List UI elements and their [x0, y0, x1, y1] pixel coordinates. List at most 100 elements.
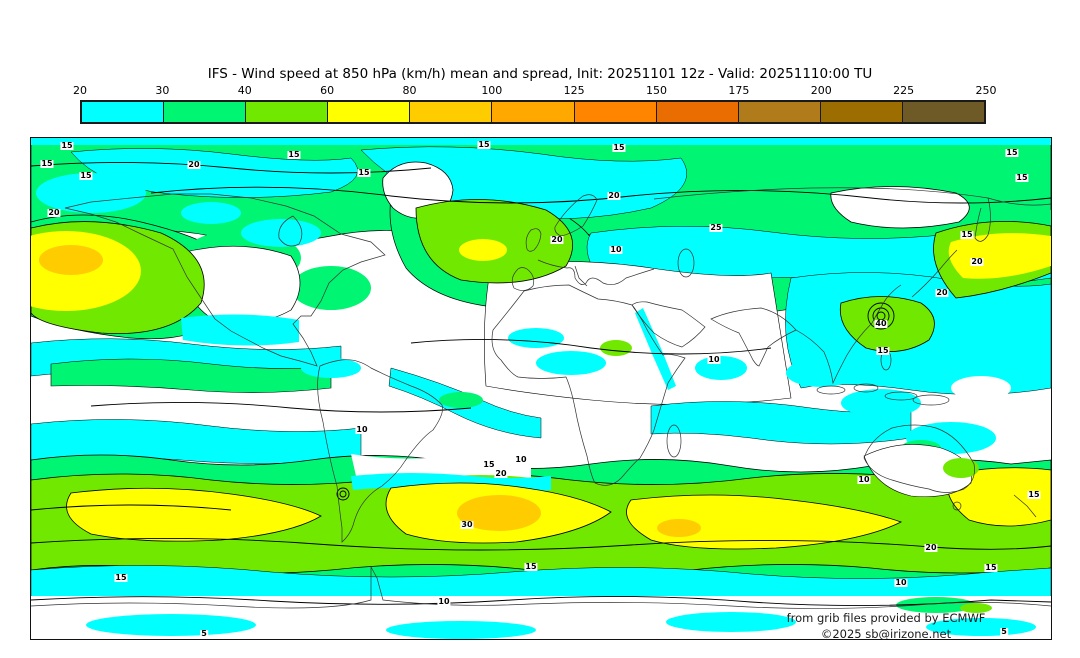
npacific-cyan [70, 148, 358, 198]
colorbar-tick-150: 150 [646, 84, 668, 97]
colorbar-segment-8 [737, 102, 820, 122]
colorbar-tick-250: 250 [975, 84, 997, 97]
colorbar-tick-125: 125 [563, 84, 585, 97]
world-wind-map: 15 15 15 20 15 15 20 15 15 20 20 25 10 10 15 15 15 20 20 15… [30, 137, 1052, 641]
contour-label-20: 20 [494, 469, 508, 478]
contour-label-20: 20 [550, 235, 564, 244]
bengal-cyan [786, 359, 856, 387]
easia-jet-yellow [948, 233, 1051, 279]
colorbar-tick-labels: 20 30 40 60 80 100 125 150 175 200 225 250 [73, 84, 997, 98]
contour-label-10: 10 [707, 355, 721, 364]
spacific-yellow [947, 467, 1051, 527]
contour-label-30: 30 [460, 520, 474, 529]
contour-label-10: 10 [437, 597, 451, 606]
pacific-trades-green [50, 358, 332, 393]
seasia-cyan [841, 389, 921, 417]
attribution-copyright: ©2025 sb@irizone.net [820, 627, 952, 641]
contour-label-5: 5 [200, 629, 208, 638]
contour-lines [31, 162, 1051, 607]
colorbar-tick-30: 30 [155, 84, 170, 97]
colorbar-segment-5 [491, 102, 574, 122]
epacific-cyan [181, 314, 299, 346]
colorbar-tick-200: 200 [810, 84, 832, 97]
atlantic-green-spot [439, 392, 483, 408]
antarctic-cyan-1 [86, 614, 256, 636]
contour-label-20: 20 [607, 191, 621, 200]
contour-label-40: 40 [874, 319, 888, 328]
antarctic-green [896, 597, 976, 613]
contour-label-15: 15 [524, 562, 538, 571]
colorbar-tick-20: 20 [73, 84, 87, 97]
contour-label-15: 15 [1027, 490, 1041, 499]
colorbar-segment-0 [82, 102, 164, 122]
sahara-green-spot [600, 340, 632, 356]
colorbar-tick-225: 225 [893, 84, 915, 97]
world-map-svg [31, 138, 1051, 639]
colorbar-segment-9 [819, 102, 902, 122]
sahara-cyan-2 [536, 351, 606, 375]
sepacific-yellow [66, 487, 322, 542]
contour-label-15: 15 [1015, 173, 1029, 182]
sindian-gold [657, 519, 701, 537]
antarctic-cyan-4 [926, 618, 1036, 636]
antarctic-cyan-3 [666, 612, 796, 632]
contour-label-15: 15 [984, 563, 998, 572]
natlantic-jet-yellow [459, 239, 507, 261]
contour-label-15: 15 [357, 168, 371, 177]
contour-label-15: 15 [876, 346, 890, 355]
attribution-ecmwf: from grib files provided by ECMWF [786, 611, 986, 625]
contour-label-20: 20 [935, 288, 949, 297]
namerica-green-2 [291, 266, 371, 310]
contour-label-5: 5 [1000, 627, 1008, 636]
contour-label-25: 25 [709, 223, 723, 232]
colorbar-tick-100: 100 [481, 84, 503, 97]
colorbar-tick-40: 40 [237, 84, 252, 97]
colorbar: 20 30 40 60 80 100 125 150 175 200 225 250 [73, 84, 997, 126]
chart-title: IFS - Wind speed at 850 hPa (km/h) mean … [207, 66, 873, 82]
canada-cyan [241, 219, 321, 247]
antarctic-cyan-2 [386, 621, 536, 639]
contour-label-10: 10 [857, 475, 871, 484]
colorbar-scale [80, 100, 986, 124]
contour-label-15: 15 [114, 573, 128, 582]
contour-label-10: 10 [609, 245, 623, 254]
coastlines [31, 187, 1051, 609]
contour-label-15: 15 [79, 171, 93, 180]
contour-label-15: 15 [1005, 148, 1019, 157]
bering-cyan [36, 173, 146, 213]
contour-label-15: 15 [40, 159, 54, 168]
siberia-white [830, 186, 970, 229]
wpacific-white-hole [951, 376, 1011, 400]
colorbar-segment-7 [655, 102, 738, 122]
contour-label-10: 10 [355, 425, 369, 434]
contour-label-15: 15 [612, 143, 626, 152]
contour-label-20: 20 [924, 543, 938, 552]
colorbar-segment-2 [245, 102, 328, 122]
contour-label-15: 15 [960, 230, 974, 239]
australia-white [863, 444, 972, 498]
contour-label-20: 20 [47, 208, 61, 217]
npacific-jet-gold [39, 245, 103, 275]
contour-label-20: 20 [187, 160, 201, 169]
contour-label-20: 20 [970, 257, 984, 266]
colorbar-tick-60: 60 [320, 84, 335, 97]
redsea-cyan [635, 308, 676, 390]
colorbar-segment-3 [327, 102, 410, 122]
contour-label-15: 15 [287, 150, 301, 159]
eaustralia-green [943, 458, 979, 478]
sahara-cyan-1 [508, 328, 564, 348]
canada-cyan-2 [181, 202, 241, 224]
colorbar-segment-1 [163, 102, 246, 122]
antarctic-chartreuse [960, 603, 992, 613]
contour-label-15: 15 [60, 141, 74, 150]
colorbar-tick-175: 175 [728, 84, 750, 97]
contour-label-10: 10 [514, 455, 528, 464]
arabian-sea-cyan [695, 356, 747, 380]
colorbar-segment-10 [901, 102, 985, 122]
arctic-cyan-strip [31, 138, 1051, 145]
contour-label-10: 10 [894, 578, 908, 587]
contour-label-15: 15 [482, 460, 496, 469]
colorbar-segment-4 [409, 102, 492, 122]
sindian-yellow [626, 494, 903, 550]
